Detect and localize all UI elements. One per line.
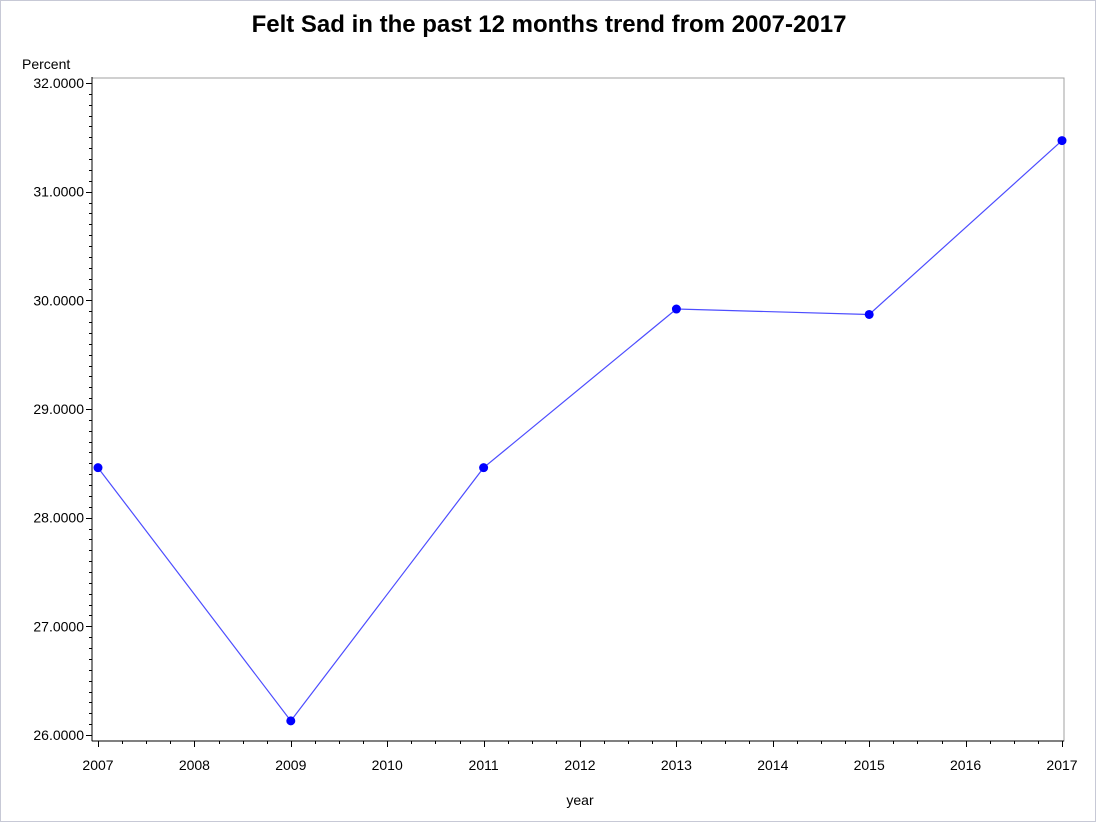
series-layer [93, 136, 1067, 726]
x-tick-label: 2011 [469, 757, 499, 773]
data-point [864, 309, 874, 319]
y-tick-label: 26.0000 [33, 727, 84, 743]
x-tick-label: 2014 [757, 757, 788, 773]
x-tick-label: 2015 [854, 757, 885, 773]
y-tick-label: 32.0000 [33, 75, 84, 91]
x-tick-label: 2013 [661, 757, 692, 773]
y-tick-label: 27.0000 [33, 618, 84, 634]
data-point [671, 304, 681, 314]
x-tick-label: 2010 [372, 757, 403, 773]
chart-title: Felt Sad in the past 12 months trend fro… [252, 11, 847, 38]
series-line [97, 140, 1063, 722]
data-point [93, 463, 103, 473]
x-tick-label: 2016 [950, 757, 981, 773]
x-axis-label: year [566, 792, 594, 808]
y-tick-label: 30.0000 [33, 292, 84, 308]
data-point [479, 463, 489, 473]
x-tick-label: 2009 [275, 757, 306, 773]
x-tick-label: 2017 [1046, 757, 1077, 773]
x-tick-label: 2007 [82, 757, 113, 773]
y-tick-label: 29.0000 [33, 401, 84, 417]
x-tick-label: 2008 [179, 757, 210, 773]
x-tick-label: 2012 [564, 757, 595, 773]
axes: 26.0000 27.0000 28.0000 29.0000 30.0000 31.00… [33, 75, 1077, 773]
plot-area [91, 77, 1065, 742]
data-point [1057, 136, 1067, 146]
y-axis-label: Percent [22, 56, 70, 72]
data-point [286, 716, 296, 726]
y-tick-label: 28.0000 [33, 510, 84, 526]
y-tick-label: 31.0000 [33, 184, 84, 200]
